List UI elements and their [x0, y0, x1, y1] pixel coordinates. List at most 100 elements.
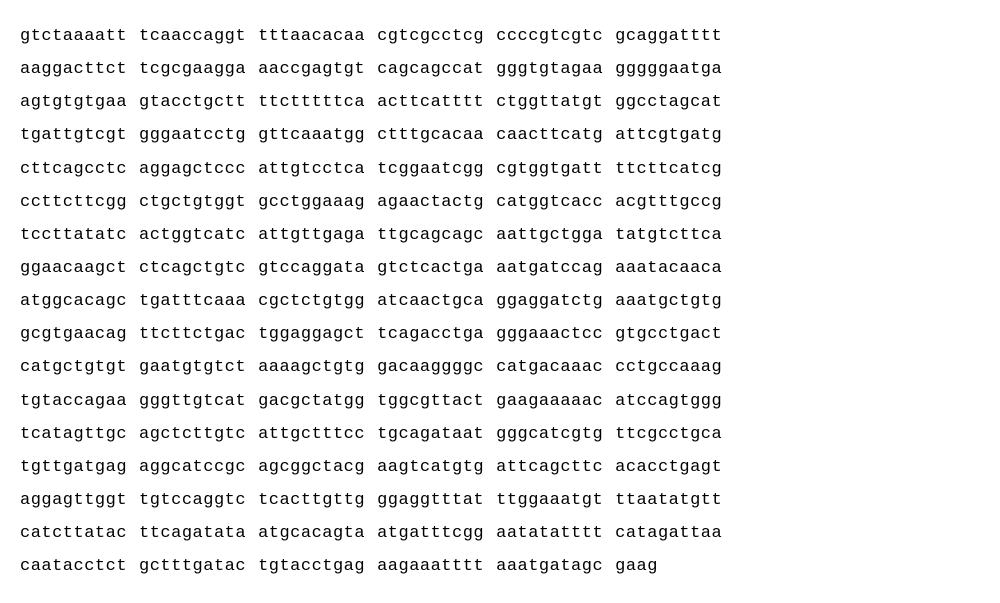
sequence-block: acgtttgccg	[615, 186, 722, 219]
sequence-block: attgctttcc	[258, 418, 365, 451]
sequence-block: tcggaatcgg	[377, 153, 484, 186]
sequence-block: catcttatac	[20, 517, 127, 550]
sequence-block: tcatagttgc	[20, 418, 127, 451]
sequence-block: tcgcgaagga	[139, 53, 246, 86]
sequence-block: agtgtgtgaa	[20, 86, 127, 119]
sequence-block: tatgtcttca	[615, 219, 722, 252]
sequence-block: gtgcctgact	[615, 318, 722, 351]
sequence-row: tgattgtcgtgggaatcctggttcaaatggctttgcacaa…	[20, 119, 980, 152]
sequence-block: atgcacagta	[258, 517, 365, 550]
sequence-row: caatacctct gctttgatac tgtacctgag aagaaatttt…	[20, 550, 980, 583]
sequence-block: ggaggtttat	[377, 484, 484, 517]
sequence-block: gcgtgaacag	[20, 318, 127, 351]
sequence-block: tttaacacaa	[258, 20, 365, 53]
sequence-row: aaggacttct tcgcgaagga aaccgagtgt cagcagccat…	[20, 53, 980, 86]
sequence-block: gacgctatgg	[258, 385, 365, 418]
sequence-block: aggagctccc	[139, 153, 246, 186]
dna-sequence-container: gtctaaaatt tcaaccaggt tttaacacaa cgtcgcctcg…	[20, 20, 980, 583]
sequence-block: aaatgctgtg	[615, 285, 722, 318]
sequence-row: ccttcttcggctgctgtggtgcctggaaagagaactactg…	[20, 186, 980, 219]
sequence-block: attcgtgatg	[615, 119, 722, 152]
sequence-block: ggaggatctg	[496, 285, 603, 318]
sequence-block: gtacctgctt	[139, 86, 246, 119]
sequence-block: ctttgcacaa	[377, 119, 484, 152]
sequence-block: gcaggatttt	[615, 20, 722, 53]
sequence-block: ttaatatgtt	[615, 484, 722, 517]
sequence-row: cttcagcctc aggagctccc attgtcctca tcggaatcgg…	[20, 153, 980, 186]
sequence-block: gggttgtcat	[139, 385, 246, 418]
sequence-block: ctgctgtggt	[139, 186, 246, 219]
sequence-block: aaatgatagc	[496, 550, 603, 583]
sequence-block: cgtcgcctcg	[377, 20, 484, 53]
sequence-block: agcggctacg	[258, 451, 365, 484]
sequence-block: aaccgagtgt	[258, 53, 365, 86]
sequence-row: ggaacaagctctcagctgtcgtccaggatagtctcactga…	[20, 252, 980, 285]
sequence-block: tccttatatc	[20, 219, 127, 252]
sequence-block: ttggaaatgt	[496, 484, 603, 517]
sequence-block: attcagcttc	[496, 451, 603, 484]
sequence-block: gttcaaatgg	[258, 119, 365, 152]
sequence-block: catggtcacc	[496, 186, 603, 219]
sequence-block: aagtcatgtg	[377, 451, 484, 484]
sequence-block: aattgctgga	[496, 219, 603, 252]
sequence-row: aggagttggttgtccaggtctcacttgttgggaggtttat…	[20, 484, 980, 517]
sequence-block: cttcagcctc	[20, 153, 127, 186]
sequence-block: aaaagctgtg	[258, 351, 365, 384]
sequence-block: tgatttcaaa	[139, 285, 246, 318]
sequence-block: tcagacctga	[377, 318, 484, 351]
sequence-block: tggcgttact	[377, 385, 484, 418]
sequence-row: agtgtgtgaagtacctgcttttctttttcaacttcatttt…	[20, 86, 980, 119]
sequence-block: agctcttgtc	[139, 418, 246, 451]
sequence-block: aggagttggt	[20, 484, 127, 517]
sequence-block: attgtcctca	[258, 153, 365, 186]
sequence-block: aggcatccgc	[139, 451, 246, 484]
sequence-block: tcaaccaggt	[139, 20, 246, 53]
sequence-block: aagaaatttt	[377, 550, 484, 583]
sequence-row: tccttatatcactggtcatcattgttgagattgcagcagc…	[20, 219, 980, 252]
sequence-row: catgctgtgt gaatgtgtct aaaagctgtg gacaaggggc…	[20, 351, 980, 384]
sequence-block: cgtggtgatt	[496, 153, 603, 186]
sequence-block: ttctttttca	[258, 86, 365, 119]
sequence-block: atggcacagc	[20, 285, 127, 318]
sequence-block: ccccgtcgtc	[496, 20, 603, 53]
sequence-block: catgacaaac	[496, 351, 603, 384]
sequence-block: gaag	[615, 550, 658, 583]
sequence-block: aatatatttt	[496, 517, 603, 550]
sequence-block: tgtacctgag	[258, 550, 365, 583]
sequence-block: gtctaaaatt	[20, 20, 127, 53]
sequence-block: cctgccaaag	[615, 351, 722, 384]
sequence-block: ccttcttcgg	[20, 186, 127, 219]
sequence-row: tgttgatgag aggcatccgc agcggctacg aagtcatgtg…	[20, 451, 980, 484]
sequence-block: tgtccaggtc	[139, 484, 246, 517]
sequence-row: tgtaccagaa gggttgtcat gacgctatgg tggcgttact…	[20, 385, 980, 418]
sequence-block: gtccaggata	[258, 252, 365, 285]
sequence-block: atccagtggg	[615, 385, 722, 418]
sequence-row: atggcacagctgatttcaaacgctctgtggatcaactgca…	[20, 285, 980, 318]
sequence-block: ctcagctgtc	[139, 252, 246, 285]
sequence-block: gacaaggggc	[377, 351, 484, 384]
sequence-block: ggaacaagct	[20, 252, 127, 285]
sequence-row: catcttatacttcagatataatgcacagtaatgatttcgg…	[20, 517, 980, 550]
sequence-row: gtctaaaatt tcaaccaggt tttaacacaa cgtcgcctcg…	[20, 20, 980, 53]
sequence-block: ggcctagcat	[615, 86, 722, 119]
sequence-block: ttcttctgac	[139, 318, 246, 351]
sequence-block: caatacctct	[20, 550, 127, 583]
sequence-block: gggggaatga	[615, 53, 722, 86]
sequence-block: cagcagccat	[377, 53, 484, 86]
sequence-block: gcctggaaag	[258, 186, 365, 219]
sequence-row: gcgtgaacag ttcttctgac tggaggagct tcagacctga…	[20, 318, 980, 351]
sequence-block: attgttgaga	[258, 219, 365, 252]
sequence-block: gaatgtgtct	[139, 351, 246, 384]
sequence-block: aaggacttct	[20, 53, 127, 86]
sequence-block: ttcgcctgca	[615, 418, 722, 451]
sequence-block: atcaactgca	[377, 285, 484, 318]
sequence-block: catgctgtgt	[20, 351, 127, 384]
sequence-block: ctggttatgt	[496, 86, 603, 119]
sequence-block: tgttgatgag	[20, 451, 127, 484]
sequence-block: gctttgatac	[139, 550, 246, 583]
sequence-block: ttcttcatcg	[615, 153, 722, 186]
sequence-block: tgtaccagaa	[20, 385, 127, 418]
sequence-block: aaatacaaca	[615, 252, 722, 285]
sequence-block: gggtgtagaa	[496, 53, 603, 86]
sequence-block: tggaggagct	[258, 318, 365, 351]
